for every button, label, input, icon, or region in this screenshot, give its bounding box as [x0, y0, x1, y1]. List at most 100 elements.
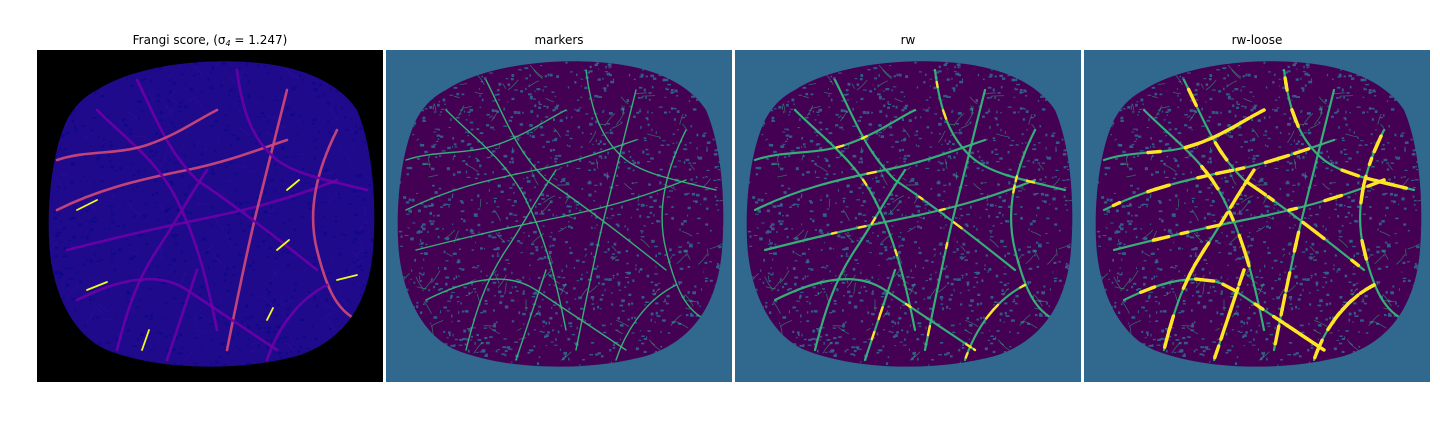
capillary: [488, 326, 501, 335]
speckle: [904, 155, 907, 157]
speckle: [616, 174, 618, 177]
speckle: [846, 93, 849, 96]
speckle: [669, 163, 672, 165]
speckle: [801, 146, 802, 148]
speckle: [787, 289, 790, 291]
speckle: [929, 307, 933, 310]
speckle: [667, 332, 671, 334]
speckle: [200, 285, 204, 288]
speckle: [763, 258, 765, 262]
speckle: [435, 156, 438, 158]
capillary: [236, 165, 249, 168]
speckle: [463, 110, 466, 113]
speckle: [529, 124, 533, 127]
speckle: [268, 291, 270, 294]
speckle: [1315, 317, 1318, 320]
speckle: [526, 132, 530, 135]
speckle: [860, 74, 864, 77]
speckle: [875, 176, 878, 179]
speckle: [398, 230, 403, 233]
speckle: [846, 110, 849, 113]
speckle: [372, 190, 375, 193]
speckle: [873, 307, 878, 309]
speckle: [477, 194, 480, 198]
speckle: [1276, 296, 1280, 300]
speckle: [222, 95, 225, 97]
speckle: [438, 187, 442, 190]
speckle: [529, 264, 531, 267]
speckle: [1003, 273, 1007, 275]
speckle: [1225, 332, 1228, 336]
speckle: [578, 107, 582, 109]
speckle: [1173, 157, 1176, 160]
speckle: [1155, 261, 1159, 263]
speckle: [236, 212, 240, 215]
speckle: [1027, 246, 1031, 248]
speckle: [135, 306, 139, 308]
speckle: [924, 259, 929, 262]
speckle: [1184, 124, 1188, 127]
speckle: [262, 240, 266, 243]
speckle: [878, 264, 880, 267]
speckle: [456, 116, 460, 119]
capillary: [611, 255, 618, 261]
speckle: [974, 250, 977, 253]
speckle: [928, 364, 930, 366]
speckle: [779, 322, 781, 325]
speckle: [631, 193, 635, 195]
speckle: [588, 97, 591, 100]
speckle: [627, 303, 631, 306]
speckle: [938, 244, 943, 246]
speckle: [1266, 225, 1269, 228]
speckle: [622, 144, 625, 147]
speckle: [905, 75, 908, 78]
speckle: [252, 269, 255, 272]
speckle: [227, 352, 230, 355]
speckle: [589, 122, 593, 126]
speckle: [1140, 204, 1144, 206]
speckle: [819, 237, 822, 239]
speckle: [1175, 265, 1178, 267]
speckle: [1339, 96, 1342, 99]
speckle: [566, 196, 570, 199]
speckle: [1015, 294, 1019, 298]
speckle: [718, 245, 722, 249]
speckle: [1039, 312, 1042, 316]
speckle: [177, 105, 180, 107]
speckle: [1247, 268, 1251, 271]
speckle: [762, 121, 766, 125]
capillary: [416, 138, 419, 141]
speckle: [996, 123, 999, 126]
capillary: [331, 256, 334, 262]
speckle: [71, 119, 74, 122]
speckle: [858, 291, 861, 294]
speckle: [629, 155, 632, 159]
speckle: [883, 90, 885, 92]
speckle: [532, 98, 536, 100]
speckle: [418, 243, 423, 245]
speckle: [305, 255, 307, 257]
capillary: [960, 255, 967, 261]
vessel-3: [225, 88, 289, 352]
speckle: [1348, 281, 1352, 283]
speckle: [666, 78, 669, 82]
speckle: [653, 213, 655, 217]
segmented-vessel-6: [870, 330, 876, 341]
speckle: [1325, 281, 1328, 284]
speckle: [1003, 283, 1007, 287]
speckle: [234, 172, 238, 176]
speckle: [1266, 307, 1269, 311]
speckle: [598, 68, 600, 70]
speckle: [101, 145, 104, 148]
speckle: [339, 233, 343, 235]
speckle: [1292, 227, 1294, 229]
speckle: [1065, 199, 1068, 202]
speckle: [984, 138, 988, 141]
speckle: [802, 344, 805, 347]
speckle: [555, 137, 558, 141]
speckle: [829, 81, 833, 83]
speckle: [1206, 348, 1209, 350]
speckle: [678, 250, 682, 254]
speckle: [598, 155, 602, 158]
speckle: [288, 219, 291, 222]
